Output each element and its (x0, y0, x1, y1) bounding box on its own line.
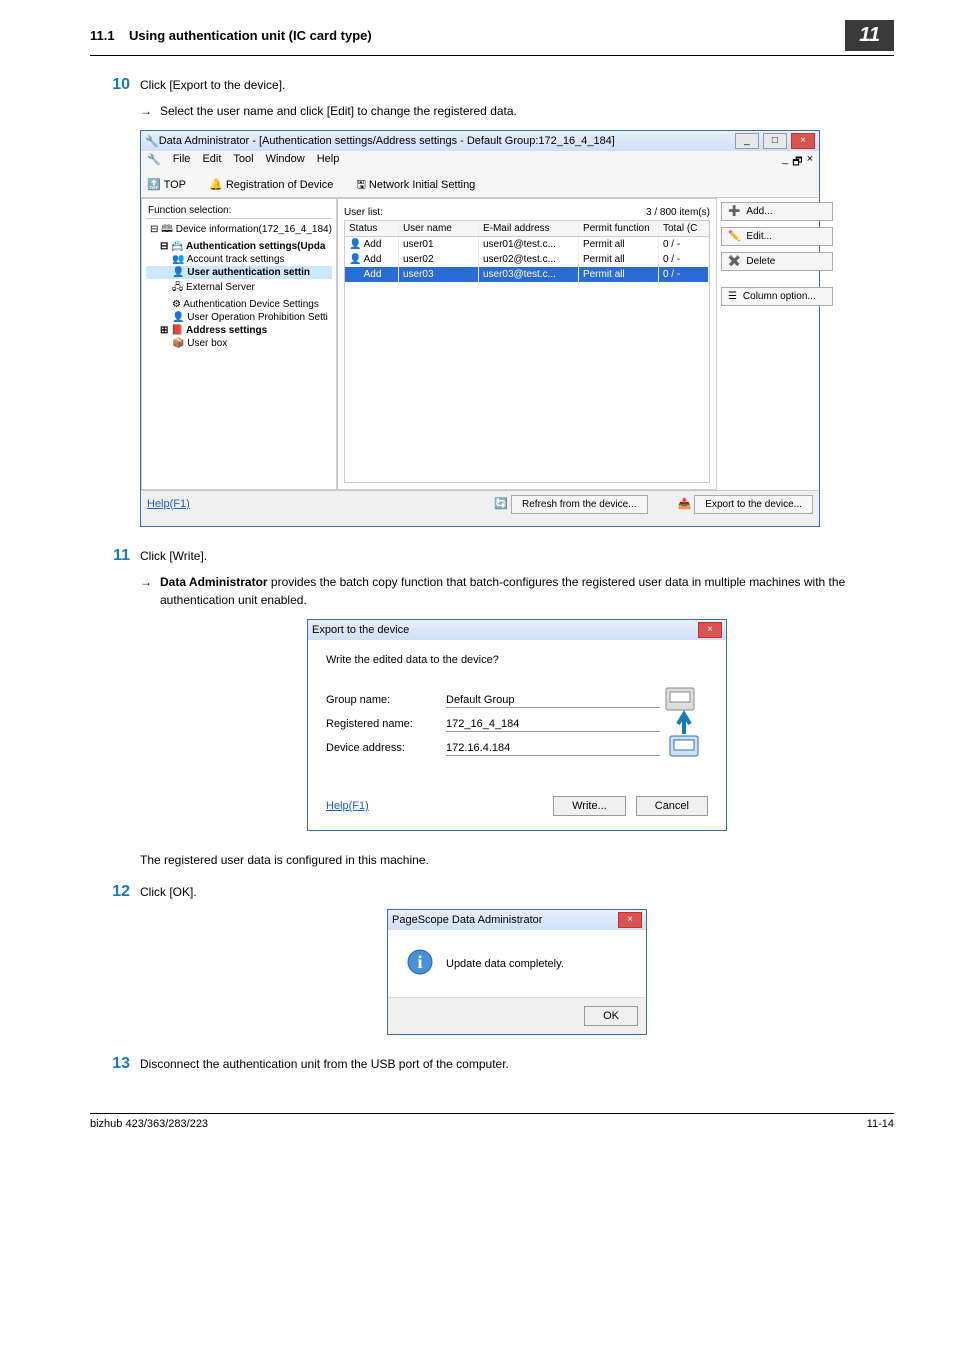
edit-icon: ✏️ (728, 231, 740, 242)
mdi-close[interactable]: × (807, 153, 813, 172)
table-row[interactable]: 👤 Add user02 user02@test.c... Permit all… (345, 252, 709, 267)
devaddr-label: Device address: (326, 742, 446, 756)
toolbar-registration[interactable]: 🔔 Registration of Device (209, 179, 343, 191)
menu-help[interactable]: Help (317, 153, 340, 172)
dialog-question: Write the edited data to the device? (326, 654, 708, 666)
mdi-restore[interactable]: 🗗 (792, 153, 802, 172)
ok-button[interactable]: OK (584, 1006, 638, 1026)
step-number: 10 (90, 76, 140, 94)
svg-text:i: i (417, 952, 422, 972)
window-title: Data Administrator - [Authentication set… (159, 135, 734, 147)
close-button[interactable]: × (698, 622, 722, 638)
info-icon: i (406, 948, 434, 979)
menu-edit[interactable]: Edit (202, 153, 221, 172)
menu-file[interactable]: File (173, 153, 191, 172)
dialog-title: Export to the device (312, 624, 697, 636)
group-value: Default Group (446, 694, 660, 708)
tree-user-op[interactable]: 👤 User Operation Prohibition Setti (146, 311, 332, 324)
regname-value: 172_16_4_184 (446, 718, 660, 732)
col-total[interactable]: Total (C (659, 221, 709, 236)
table-row-selected[interactable]: 👤 Add user03 user03@test.c... Permit all… (345, 267, 709, 282)
help-link[interactable]: Help(F1) (147, 498, 190, 510)
substep-text: Data Administrator provides the batch co… (160, 573, 894, 609)
step-text: Disconnect the authentication unit from … (140, 1055, 894, 1073)
step-text: Click [OK]. (140, 883, 894, 901)
column-icon: ☰ (728, 291, 737, 302)
col-status[interactable]: Status (345, 221, 399, 236)
close-button[interactable]: × (618, 912, 642, 928)
device-image (660, 684, 708, 764)
cancel-button[interactable]: Cancel (636, 796, 708, 816)
col-email[interactable]: E-Mail address (479, 221, 579, 236)
table-row[interactable]: 👤 Add user01 user01@test.c... Permit all… (345, 237, 709, 252)
add-button[interactable]: ➕Add... (721, 202, 833, 221)
msgbox-text: Update data completely. (446, 958, 564, 970)
section-title: Using authentication unit (IC card type) (129, 28, 372, 43)
section-number: 11.1 (90, 28, 115, 43)
message-box: PageScope Data Administrator × i Update … (387, 909, 647, 1035)
delete-button[interactable]: ✖️Delete (721, 252, 833, 271)
msgbox-title: PageScope Data Administrator (392, 914, 617, 926)
toolbar-network[interactable]: 🖫 Network Initial Setting (356, 179, 485, 191)
tree-header: Function selection: (146, 203, 332, 219)
delete-icon: ✖️ (728, 256, 740, 267)
app-small-icon: 🔧 (147, 153, 161, 172)
tree-root[interactable]: ⊟ 🕮 Device information(172_16_4_184) (146, 221, 332, 240)
tree-address-settings[interactable]: ⊞ 📕 Address settings (146, 324, 332, 337)
step-number: 12 (90, 883, 140, 901)
close-button[interactable]: × (791, 133, 815, 149)
tree-userbox[interactable]: 📦 User box (146, 337, 332, 350)
arrow-icon: → (140, 573, 152, 609)
user-table: Status User name E-Mail address Permit f… (344, 220, 710, 483)
add-icon: ➕ (728, 206, 740, 217)
footer-page: 11-14 (867, 1118, 894, 1130)
export-dialog: Export to the device × Write the edited … (307, 619, 727, 831)
menu-window[interactable]: Window (266, 153, 305, 172)
section-header: 11.1 Using authentication unit (IC card … (90, 28, 372, 43)
write-button[interactable]: Write... (553, 796, 626, 816)
step-number: 11 (90, 547, 140, 565)
footer-model: bizhub 423/363/283/223 (90, 1118, 208, 1130)
step-text: Click [Write]. (140, 547, 894, 565)
help-link[interactable]: Help(F1) (326, 800, 369, 812)
column-option-button[interactable]: ☰Column option... (721, 287, 833, 306)
step-text: Click [Export to the device]. (140, 76, 894, 94)
tree-user-auth[interactable]: 👤 User authentication settin (146, 266, 332, 279)
group-label: Group name: (326, 694, 446, 708)
step-number: 13 (90, 1055, 140, 1073)
tree-account-track[interactable]: 👥 Account track settings (146, 253, 332, 266)
regname-label: Registered name: (326, 718, 446, 732)
app-icon: 🔧 (145, 135, 159, 148)
col-permit[interactable]: Permit function (579, 221, 659, 236)
menu-tool[interactable]: Tool (233, 153, 253, 172)
userlist-label: User list: (344, 207, 646, 218)
chapter-badge: 11 (845, 20, 894, 51)
edit-button[interactable]: ✏️Edit... (721, 227, 833, 246)
arrow-icon: → (140, 102, 152, 120)
col-username[interactable]: User name (399, 221, 479, 236)
refresh-button[interactable]: 🔄 Refresh from the device... (494, 497, 647, 510)
toolbar-top[interactable]: 🔝 TOP (147, 179, 196, 191)
export-button[interactable]: 📤 Export to the device... (678, 497, 813, 510)
maximize-button[interactable]: □ (763, 133, 787, 149)
devaddr-value: 172.16.4.184 (446, 742, 660, 756)
after-export-text: The registered user data is configured i… (140, 851, 894, 869)
minimize-button[interactable]: _ (735, 133, 759, 149)
userlist-count: 3 / 800 item(s) (646, 207, 710, 218)
mdi-minimize[interactable]: _ (782, 153, 788, 172)
tree-external-server[interactable]: 🖧 External Server (146, 279, 332, 298)
tree-auth-settings[interactable]: ⊟ 📇 Authentication settings(Upda (146, 240, 332, 253)
data-admin-window: 🔧 Data Administrator - [Authentication s… (140, 130, 820, 527)
tree-auth-device[interactable]: ⚙ Authentication Device Settings (146, 298, 332, 311)
substep-text: Select the user name and click [Edit] to… (160, 102, 517, 120)
